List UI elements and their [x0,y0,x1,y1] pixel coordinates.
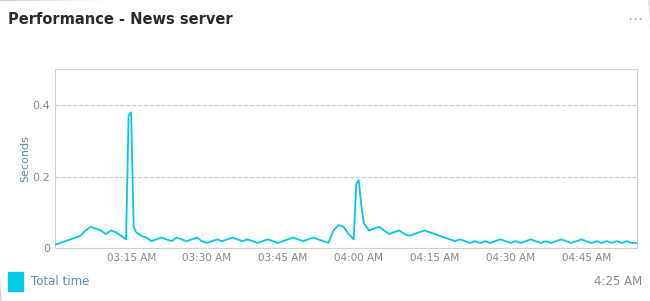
Text: Total time: Total time [31,275,89,288]
Text: 4:25 AM: 4:25 AM [594,275,642,288]
Text: Performance - News server: Performance - News server [8,12,233,27]
Text: ⋯: ⋯ [627,12,642,27]
Y-axis label: Seconds: Seconds [20,135,30,182]
